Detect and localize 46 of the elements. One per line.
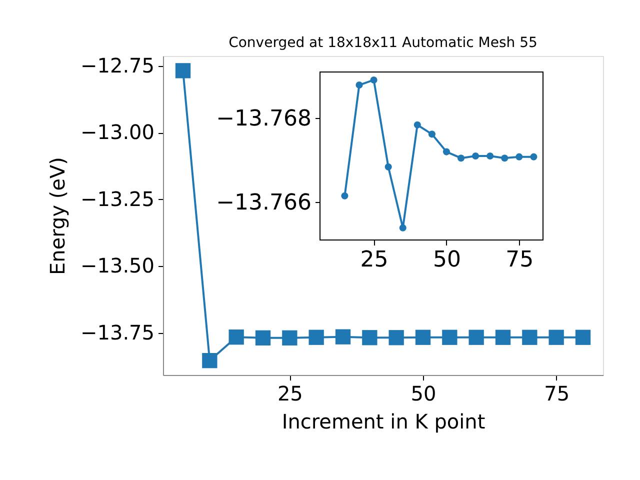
point	[356, 81, 363, 89]
chart-title: Converged at 18x18x11 Automatic Mesh 55	[228, 34, 538, 51]
point	[384, 163, 392, 170]
point	[341, 192, 348, 200]
x-tick-label: 50	[432, 248, 461, 272]
y-tick-label: −13.75	[80, 320, 154, 344]
y-tick-label: −13.768	[216, 106, 312, 132]
point	[516, 153, 523, 160]
y-tick-label: −12.75	[80, 53, 154, 78]
point	[442, 148, 450, 156]
point	[486, 152, 494, 160]
x-tick-label: 75	[544, 382, 570, 406]
x-tick-label: 25	[277, 382, 303, 406]
point	[530, 153, 538, 160]
point	[370, 76, 378, 84]
point	[495, 330, 511, 345]
y-tick-label: −13.25	[80, 186, 154, 211]
x-tick-label: 50	[410, 382, 436, 406]
x-tick-label: 25	[360, 248, 388, 272]
point	[282, 330, 298, 346]
point	[255, 330, 271, 346]
point	[228, 330, 244, 345]
point	[202, 353, 218, 368]
y-tick-label: −13.00	[80, 120, 154, 144]
point	[575, 330, 591, 345]
point	[399, 224, 406, 232]
y-tick-label: −13.50	[80, 254, 154, 278]
point	[388, 330, 404, 346]
point	[335, 329, 351, 344]
point	[362, 330, 378, 346]
y-tick-label: −13.766	[216, 190, 312, 216]
y-axis-title: Energy (eV)	[45, 157, 70, 275]
point	[414, 121, 421, 128]
point	[428, 130, 436, 138]
x-tick-label: 75	[506, 248, 534, 272]
point	[175, 63, 191, 78]
point	[442, 330, 458, 345]
point	[501, 154, 508, 162]
point	[522, 330, 538, 345]
point	[548, 330, 564, 345]
point	[457, 154, 465, 162]
point	[415, 330, 431, 345]
point	[308, 330, 324, 345]
point	[468, 330, 484, 345]
point	[472, 152, 480, 160]
x-axis-title: Increment in K point	[282, 410, 486, 434]
